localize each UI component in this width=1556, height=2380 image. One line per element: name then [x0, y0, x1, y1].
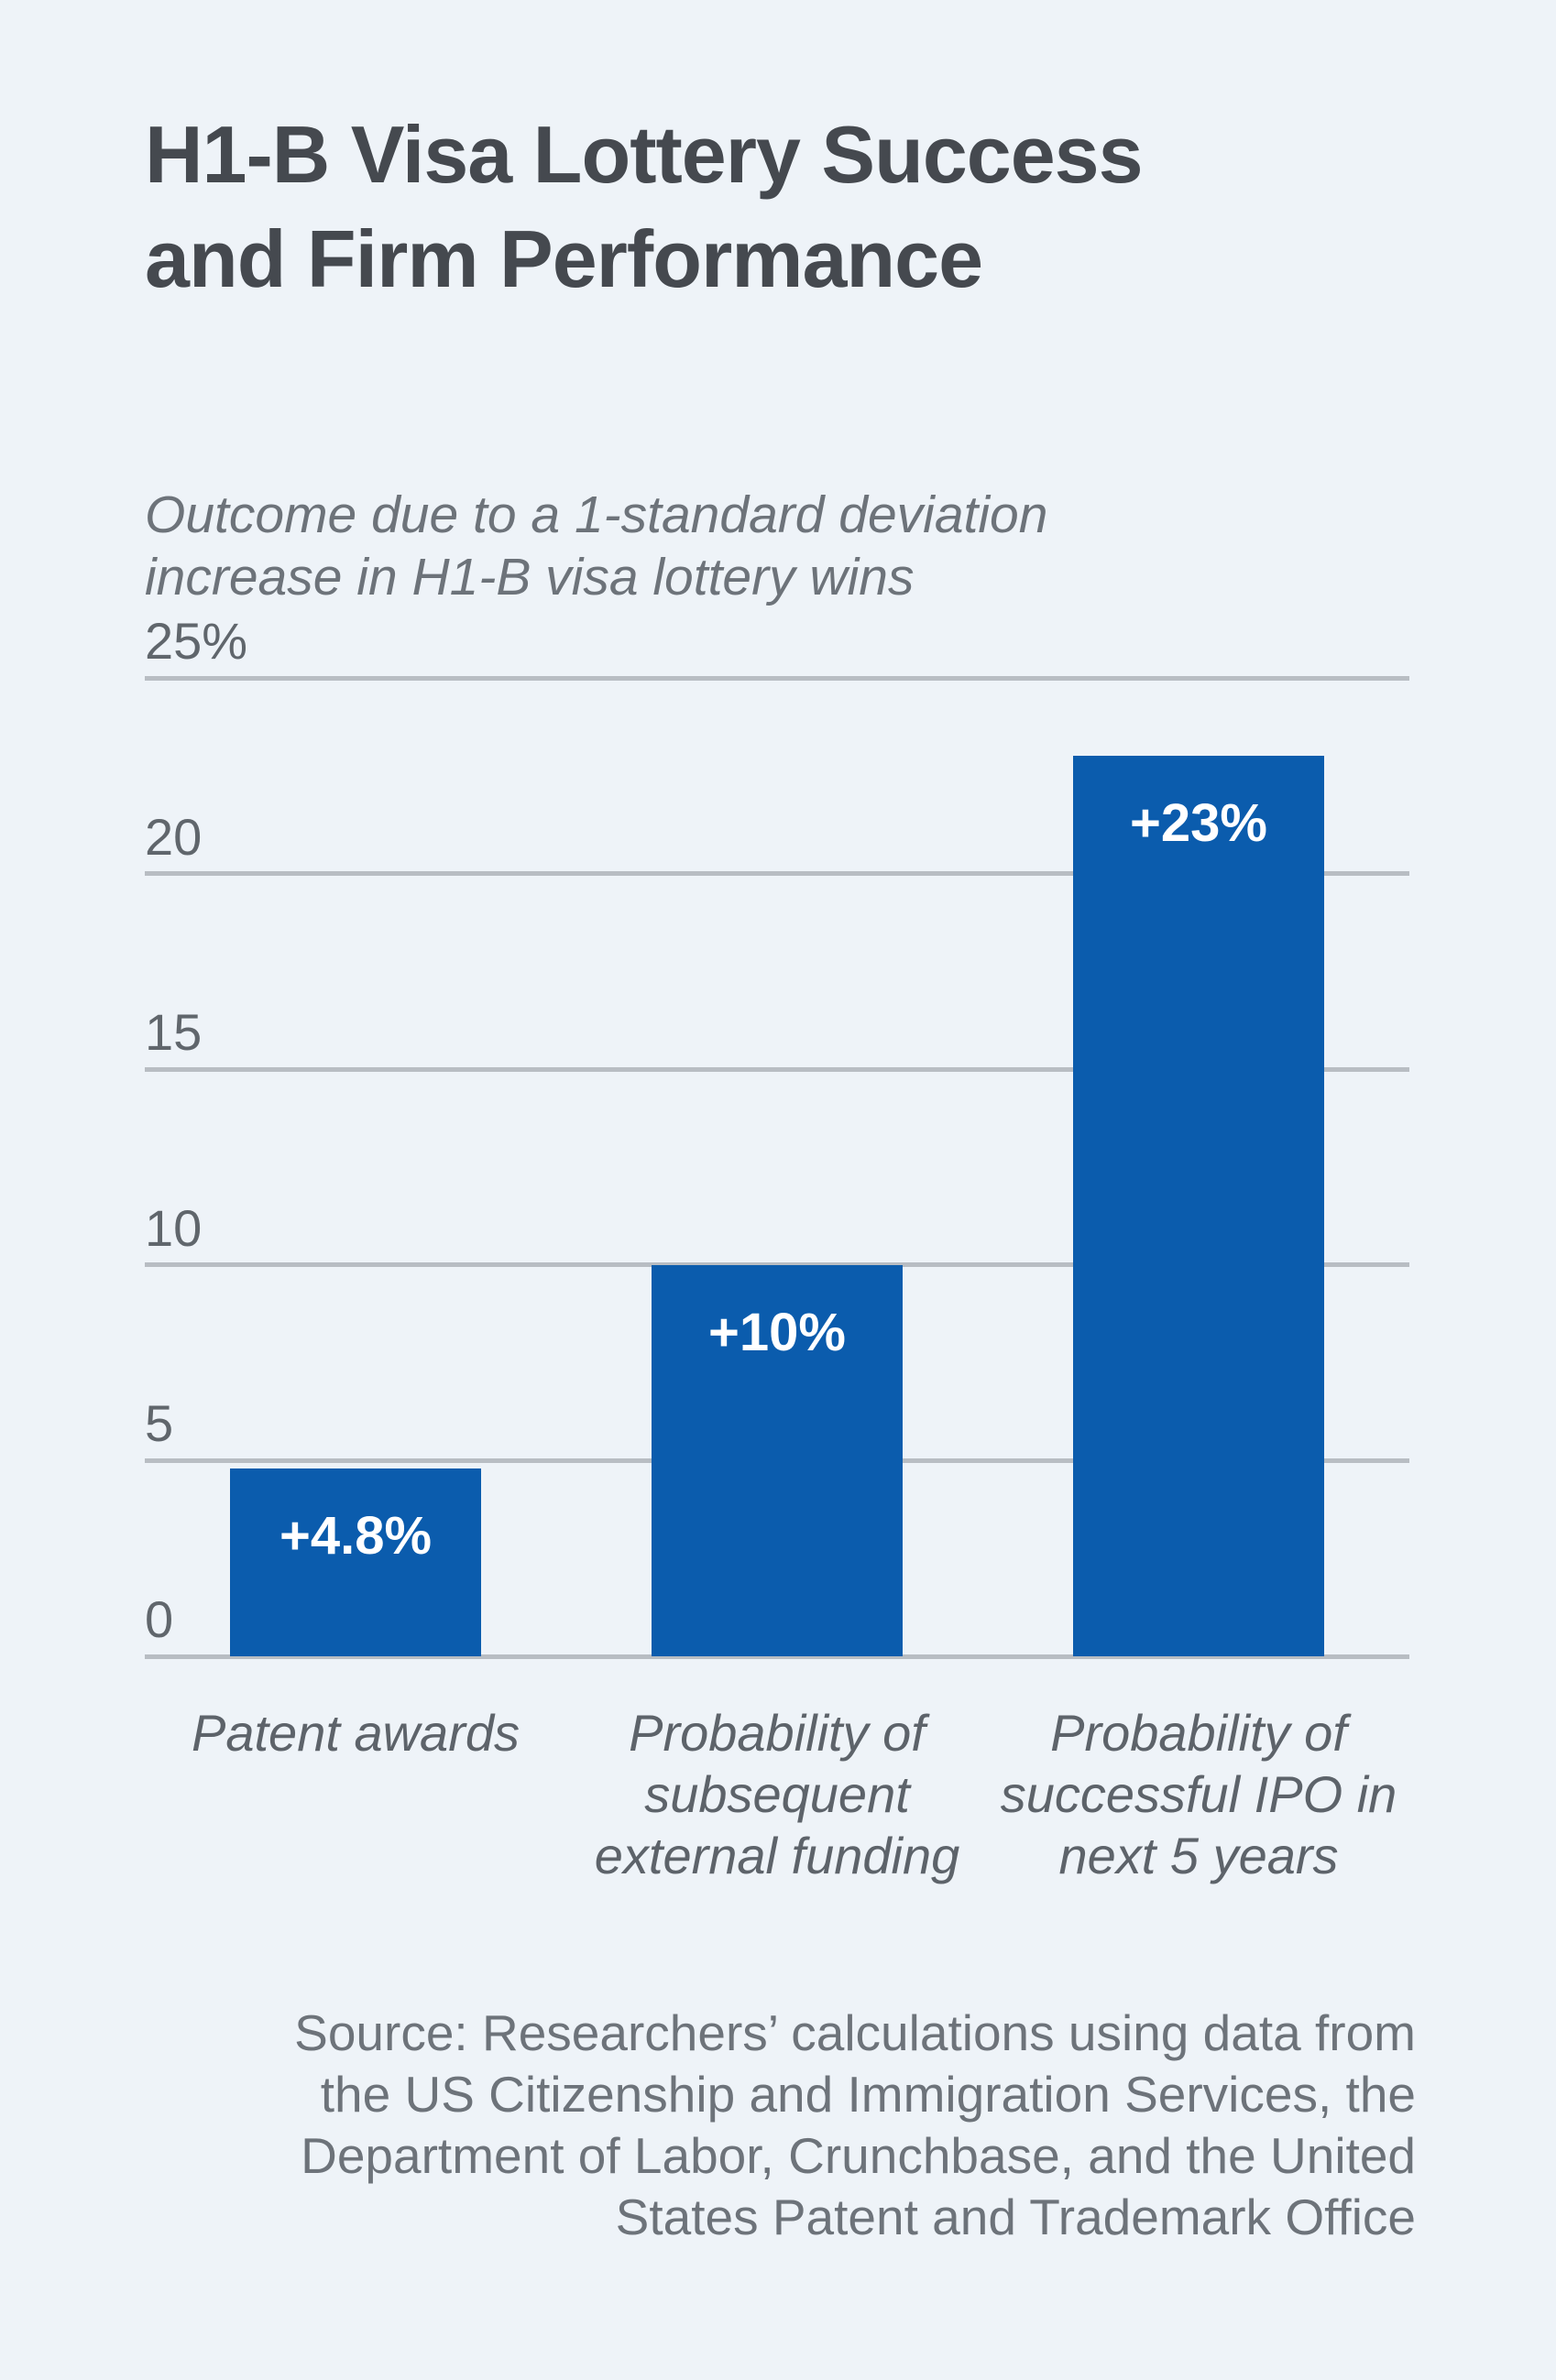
y-tick-label-25: 25% — [145, 612, 248, 670]
bar-value-label-2: +10% — [708, 1302, 846, 1362]
y-tick-label-0: 0 — [145, 1590, 174, 1648]
gridline-15 — [145, 1066, 1409, 1072]
bar-value-label-3: +23% — [1130, 793, 1267, 854]
y-tick-label-5: 5 — [145, 1394, 174, 1453]
chart-subtitle: Outcome due to a 1-standard deviation in… — [145, 486, 1048, 606]
bar-1: +4.8% — [230, 1468, 481, 1656]
gridline-0 — [145, 1654, 1409, 1659]
y-tick-label-10: 10 — [145, 1198, 203, 1257]
x-category-label-3: Probability of successful IPO in next 5 … — [1000, 1704, 1397, 1884]
gridline-25 — [145, 675, 1409, 681]
source-note: Source: Researchers’ calculations using … — [294, 2004, 1416, 2245]
gridline-20 — [145, 871, 1409, 877]
bar-value-label-1: +4.8% — [279, 1505, 433, 1566]
y-tick-label-20: 20 — [145, 807, 203, 866]
chart-title: H1-B Visa Lottery Success and Firm Perfo… — [145, 109, 1144, 304]
x-category-label-1: Patent awards — [192, 1704, 520, 1762]
y-tick-label-15: 15 — [145, 1003, 203, 1062]
bar-2: +10% — [652, 1264, 903, 1656]
bar-chart: 0 5 10 15 20 25% +4.8% Patent awards +10% Probabi… — [145, 616, 1409, 1884]
x-category-label-2: Probability of subsequent external fundi… — [594, 1704, 960, 1884]
bar-3: +23% — [1073, 756, 1324, 1656]
